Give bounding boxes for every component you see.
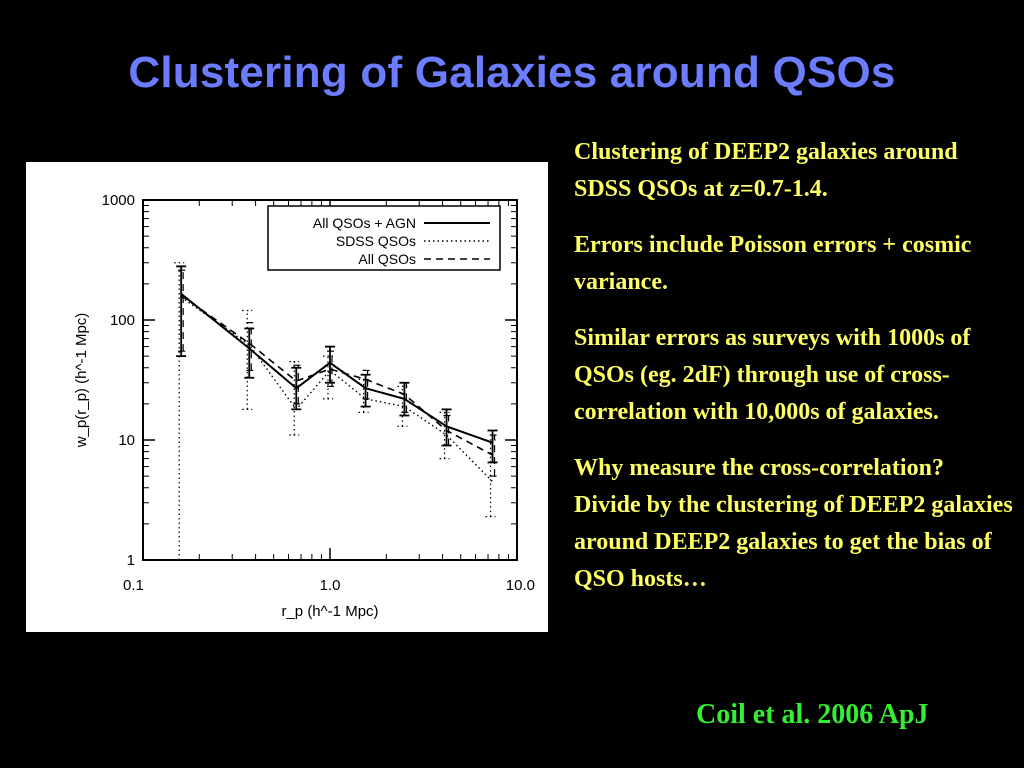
series-dotted [174,262,496,561]
x-axis-label: r_p (h^-1 Mpc) [281,603,378,620]
series-line [180,294,493,456]
series-dashed [178,269,500,477]
notes-text: Clustering of DEEP2 galaxies around SDSS… [574,134,1014,617]
y-tick-label: 100 [110,312,135,329]
slide-title: Clustering of Galaxies around QSOs [128,48,896,97]
x-tick-label: 0.1 [123,577,144,594]
y-tick-label: 1 [127,552,135,569]
y-axis-label: w_p(r_p) (h^-1 Mpc) [73,313,90,449]
note-paragraph-1: Clustering of DEEP2 galaxies around SDSS… [574,139,958,202]
legend-label: SDSS QSOs [336,233,416,249]
x-tick-label: 10.0 [506,577,535,594]
plot-panel: 1 10 100 1000 0.1 1.0 10.0 r_p (h^-1 Mpc) w_p(r_… [26,162,548,632]
series-line [180,296,494,483]
note-paragraph-4: Why measure the cross-correlation? Divid… [574,455,1013,592]
legend-label: All QSOs + AGN [313,215,416,231]
series-solid [176,265,498,464]
note-paragraph-3: Similar errors as surveys with 1000s of … [574,325,971,425]
note-paragraph-2: Errors include Poisson errors + cosmic v… [574,232,972,295]
x-tick-label: 1.0 [320,577,341,594]
citation: Coil et al. 2006 ApJ [696,699,929,730]
legend-label: All QSOs [358,251,416,267]
y-tick-label: 1000 [102,192,135,209]
clustering-chart: 1 10 100 1000 0.1 1.0 10.0 r_p (h^-1 Mpc) w_p(r_… [73,192,535,620]
y-tick-label: 10 [118,432,135,449]
